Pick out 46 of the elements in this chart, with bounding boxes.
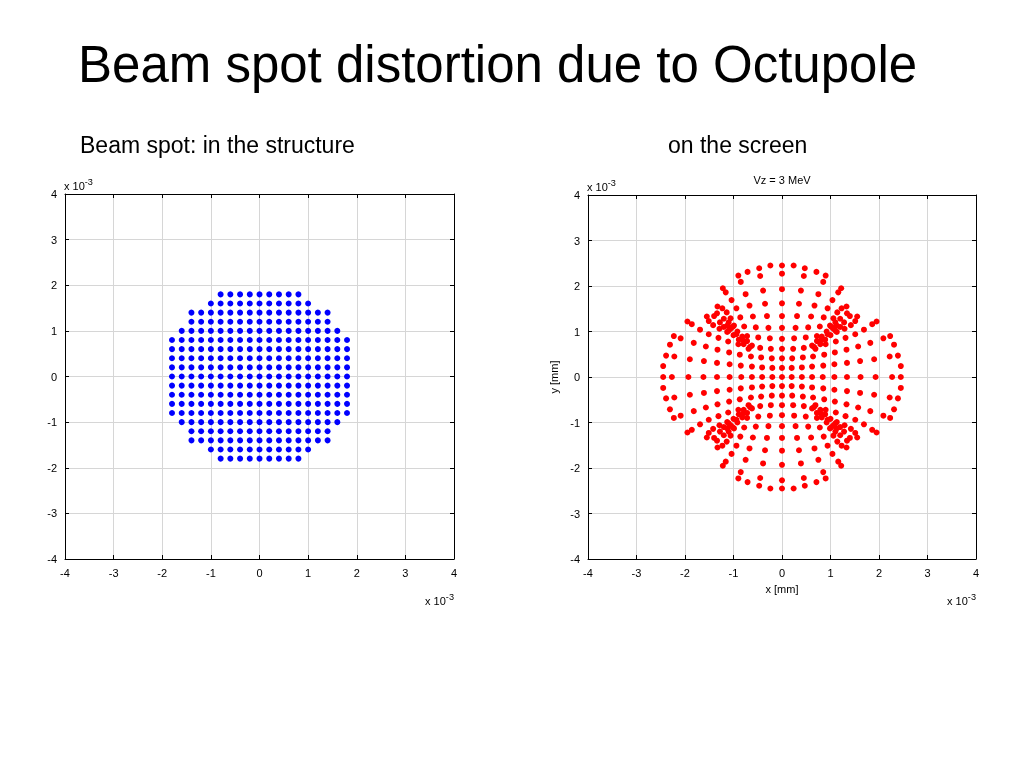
x-tick-label: 2 (875, 566, 883, 579)
y-tick-label: 4 (573, 189, 580, 201)
y-axis-title: y [mm] (547, 360, 560, 394)
x-tick-label: 4 (972, 566, 980, 579)
y-tick-label: 1 (50, 324, 57, 337)
x-tick-label: -2 (157, 566, 168, 579)
x-tick-label: -1 (728, 566, 739, 579)
y-tick-label: -2 (47, 461, 57, 474)
y-tick-label: 0 (573, 371, 580, 383)
y-tick-label: -1 (47, 416, 57, 429)
y-tick-label: 3 (50, 233, 57, 246)
y-tick-label: 1 (573, 325, 580, 338)
y-tick-label: 2 (50, 279, 57, 292)
x-tick-label: 3 (402, 566, 409, 579)
x-tick-label: 0 (778, 566, 786, 579)
y-tick-label: -3 (47, 507, 57, 520)
text: x 10$^{-3}$ (64, 176, 93, 194)
y-tick-label: 4 (50, 188, 57, 200)
x-tick-label: -1 (205, 566, 216, 579)
y-tick-label: -1 (570, 416, 580, 429)
chart-subtitle: Beam spot: in the structure (80, 132, 355, 159)
text: x 10$^{-3}$ (425, 591, 454, 609)
y-tick-label: 0 (50, 370, 57, 383)
x-tick-label: -4 (60, 566, 70, 579)
chart-title: Vz = 3 MeV (753, 174, 812, 186)
y-tick-label: 3 (573, 234, 580, 247)
text: x 10$^{-3}$ (587, 177, 616, 195)
x-tick-label: 2 (353, 566, 360, 579)
y-tick-label: -3 (570, 507, 580, 520)
x-tick-label: 3 (924, 566, 931, 579)
chart-title: Beam spot distortion due to Octupole (78, 35, 918, 95)
x-tick-label: 4 (450, 566, 458, 579)
y-tick-label: -4 (570, 553, 580, 565)
x-tick-label: 1 (827, 566, 834, 579)
text: x 10$^{-3}$ (947, 591, 976, 609)
y-tick-label: 2 (573, 280, 580, 292)
y-tick-label: -2 (570, 462, 580, 474)
x-tick-label: 0 (256, 566, 263, 579)
x-tick-label: 1 (305, 566, 312, 579)
chart-subtitle: on the screen (668, 132, 808, 159)
y-tick-label: -4 (47, 553, 57, 565)
x-tick-label: -2 (680, 566, 690, 579)
x-tick-label: -3 (108, 566, 119, 579)
x-axis-title: x [mm] (765, 582, 799, 595)
x-tick-label: -4 (583, 566, 593, 579)
x-tick-label: -3 (631, 566, 642, 579)
